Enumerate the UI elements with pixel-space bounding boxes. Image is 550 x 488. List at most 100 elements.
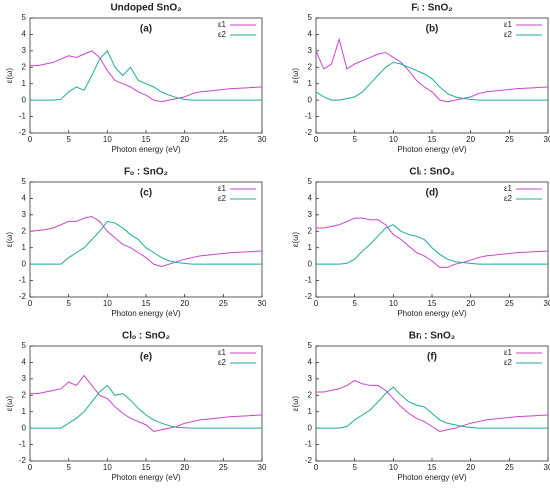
x-axis-label: Photon energy (eV) — [397, 145, 467, 154]
series-line — [30, 50, 263, 103]
panel-label: (a) — [140, 24, 152, 35]
y-tick-label: -2 — [19, 128, 27, 137]
y-axis-label: ε(ω) — [291, 232, 300, 247]
y-tick-label: 3 — [308, 46, 313, 55]
y-tick-label: 2 — [308, 62, 313, 71]
y-tick-label: 2 — [22, 226, 27, 235]
legend-label: ε1 — [218, 20, 227, 29]
y-tick-label: 4 — [308, 30, 313, 39]
x-tick-label: 20 — [180, 463, 189, 472]
y-tick-label: 0 — [308, 423, 313, 432]
x-axis-label: Photon energy (eV) — [111, 473, 181, 482]
x-tick-label: 25 — [219, 463, 228, 472]
y-tick-label: 4 — [308, 194, 313, 203]
y-tick-label: -2 — [305, 292, 313, 301]
x-tick-label: 0 — [314, 463, 319, 472]
plot-frame — [29, 181, 263, 298]
x-tick-label: 0 — [314, 299, 319, 308]
legend-label: ε2 — [504, 194, 513, 203]
y-tick-label: 3 — [22, 210, 27, 219]
y-tick-label: 3 — [22, 46, 27, 55]
y-tick-label: 4 — [22, 358, 27, 367]
x-tick-label: 0 — [314, 135, 319, 144]
x-tick-label: 20 — [466, 135, 475, 144]
y-tick-label: 4 — [22, 194, 27, 203]
y-tick-label: 1 — [22, 407, 27, 416]
y-axis-label: ε(ω) — [5, 396, 14, 411]
x-tick-label: 0 — [28, 135, 33, 144]
y-tick-label: 0 — [22, 259, 27, 268]
x-axis-label: Photon energy (eV) — [111, 309, 181, 318]
x-tick-label: 30 — [544, 135, 550, 144]
y-axis-label: ε(ω) — [5, 68, 14, 83]
plot-frame — [315, 181, 549, 298]
y-tick-label: 1 — [308, 243, 313, 252]
x-tick-label: 15 — [428, 463, 437, 472]
y-tick-label: 1 — [308, 79, 313, 88]
y-tick-label: 2 — [22, 62, 27, 71]
y-tick-label: 3 — [308, 210, 313, 219]
y-tick-label: 1 — [308, 407, 313, 416]
x-tick-label: 15 — [142, 463, 151, 472]
x-tick-label: 15 — [428, 135, 437, 144]
y-tick-label: 0 — [308, 259, 313, 268]
panel-title: Brᵢ : SnO₂ — [409, 331, 455, 342]
x-tick-label: 15 — [142, 299, 151, 308]
x-tick-label: 30 — [544, 299, 550, 308]
x-tick-label: 25 — [505, 463, 514, 472]
y-tick-label: 5 — [22, 13, 27, 22]
legend-label: ε2 — [218, 358, 227, 367]
y-tick-label: 3 — [22, 374, 27, 383]
x-tick-label: 10 — [103, 463, 112, 472]
y-tick-label: 2 — [22, 390, 27, 399]
x-tick-label: 30 — [258, 463, 267, 472]
x-tick-label: 0 — [28, 299, 33, 308]
x-axis-label: Photon energy (eV) — [111, 145, 181, 154]
y-tick-label: 5 — [22, 177, 27, 186]
panel-label: (f) — [427, 352, 437, 363]
series-line — [30, 220, 262, 265]
x-tick-label: 30 — [258, 135, 267, 144]
x-tick-label: 20 — [180, 135, 189, 144]
y-tick-label: -1 — [305, 276, 313, 285]
series-line — [316, 386, 548, 429]
x-tick-label: 5 — [66, 299, 71, 308]
panel-title: Fᵢ : SnO₂ — [411, 3, 452, 14]
legend-label: ε2 — [218, 30, 227, 39]
y-tick-label: -1 — [19, 440, 27, 449]
legend-label: ε2 — [218, 194, 227, 203]
y-axis-label: ε(ω) — [291, 68, 300, 83]
x-tick-label: 30 — [258, 299, 267, 308]
y-tick-label: 3 — [308, 374, 313, 383]
series-line — [30, 374, 263, 432]
y-tick-label: -2 — [305, 456, 313, 465]
y-tick-label: -1 — [19, 112, 27, 121]
x-tick-label: 10 — [389, 463, 398, 472]
legend-label: ε1 — [504, 184, 513, 193]
y-tick-label: 5 — [308, 13, 313, 22]
legend-label: ε2 — [504, 358, 513, 367]
x-tick-label: 10 — [389, 135, 398, 144]
y-tick-label: 0 — [22, 95, 27, 104]
series-line — [316, 379, 549, 432]
legend-label: ε1 — [218, 184, 227, 193]
y-tick-label: 2 — [308, 226, 313, 235]
y-tick-label: 2 — [308, 390, 313, 399]
legend-label: ε1 — [218, 348, 227, 357]
x-tick-label: 10 — [389, 299, 398, 308]
x-axis-label: Photon energy (eV) — [397, 473, 467, 482]
x-tick-label: 20 — [180, 299, 189, 308]
y-tick-label: -1 — [19, 276, 27, 285]
x-tick-label: 5 — [352, 463, 357, 472]
x-tick-label: 5 — [66, 463, 71, 472]
x-tick-label: 25 — [505, 135, 514, 144]
y-axis-label: ε(ω) — [5, 232, 14, 247]
series-line — [316, 224, 548, 265]
y-tick-label: -2 — [305, 128, 313, 137]
legend-label: ε1 — [504, 20, 513, 29]
plot-frame — [315, 345, 549, 462]
y-tick-label: 5 — [22, 341, 27, 350]
y-tick-label: -1 — [305, 112, 313, 121]
x-tick-label: 20 — [466, 299, 475, 308]
legend-label: ε1 — [504, 348, 513, 357]
